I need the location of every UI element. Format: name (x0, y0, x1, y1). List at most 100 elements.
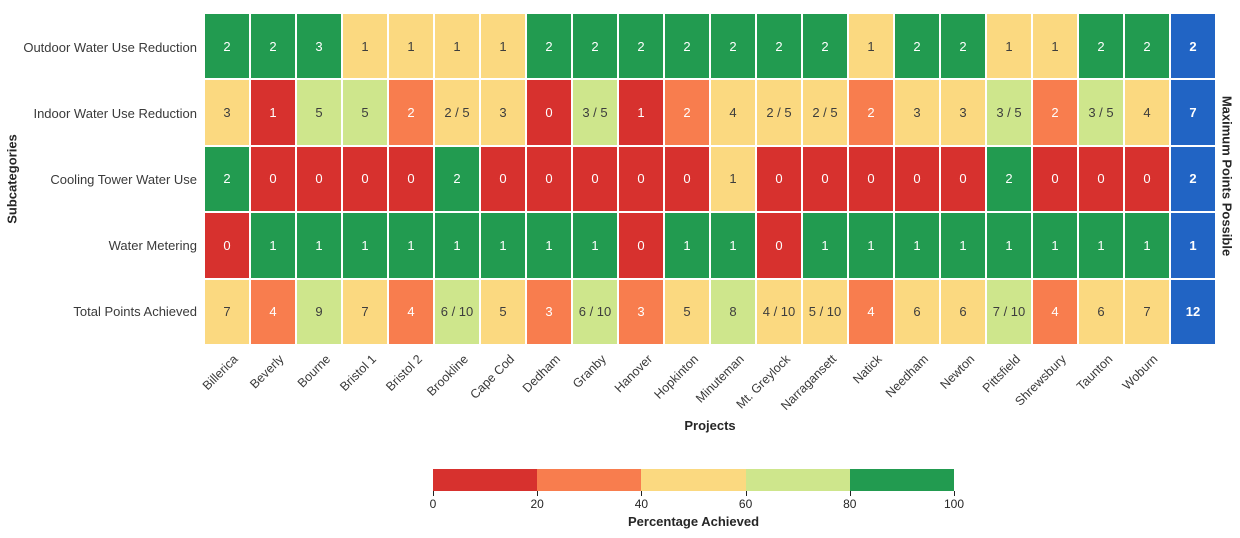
heatmap-cell: 1 (987, 213, 1031, 278)
heatmap-cell: 3 / 5 (573, 80, 617, 145)
heatmap-cell: 0 (481, 146, 525, 212)
colorbar-segment-green (849, 469, 955, 491)
heatmap-cell: 1 (987, 14, 1031, 79)
right-axis-title: Maximum Points Possible (1219, 95, 1235, 257)
colorbar-tick (537, 491, 539, 496)
heatmap-cell: 0 (573, 146, 617, 212)
heatmap-cell: 1 (711, 146, 755, 212)
colorbar-tick-label: 80 (843, 497, 857, 511)
colorbar-tick-label: 60 (738, 497, 753, 511)
heatmap-cell: 1 (1033, 14, 1077, 79)
heatmap-cell: 2 (987, 146, 1031, 212)
heatmap-cell: 1 (435, 213, 479, 278)
heatmap-cell: 0 (895, 146, 939, 212)
colorbar-tick-label: 40 (634, 497, 649, 511)
heatmap-cell: 0 (665, 146, 709, 212)
max-points-cell: 2 (1171, 146, 1215, 212)
subcategory-label: Water Metering (108, 237, 197, 253)
max-points-cell: 12 (1171, 279, 1215, 344)
heatmap-cell: 1 (251, 80, 295, 145)
heatmap-cell: 9 (297, 279, 341, 344)
heatmap-cell: 4 (389, 279, 433, 344)
heatmap-cell: 5 (297, 80, 341, 145)
heatmap-cell: 0 (1125, 146, 1169, 212)
heatmap-cell: 1 (849, 14, 893, 79)
heatmap-cell: 2 / 5 (803, 80, 847, 145)
heatmap-cell: 3 (297, 14, 341, 79)
colorbar-tick-label: 0 (429, 497, 437, 511)
subcategory-label: Cooling Tower Water Use (50, 171, 197, 187)
heatmap-cell: 6 (1079, 279, 1123, 344)
heatmap-cell: 7 (205, 279, 249, 344)
heatmap-cell: 2 (941, 14, 985, 79)
heatmap-cell: 3 (941, 80, 985, 145)
heatmap-cell: 2 (251, 14, 295, 79)
heatmap-cell: 3 (527, 279, 571, 344)
heatmap-cell: 1 (251, 213, 295, 278)
heatmap-cell: 0 (205, 213, 249, 278)
heatmap-cell: 2 (895, 14, 939, 79)
heatmap-cell: 0 (527, 146, 571, 212)
heatmap-cell: 2 / 5 (757, 80, 801, 145)
colorbar-title: Percentage Achieved (627, 514, 760, 529)
heatmap-cell: 2 (665, 80, 709, 145)
heatmap-cell: 2 (205, 146, 249, 212)
heatmap-cell: 1 (527, 213, 571, 278)
heatmap-cell: 2 (803, 14, 847, 79)
heatmap-cell: 3 (205, 80, 249, 145)
heatmap-cell: 2 (573, 14, 617, 79)
heatmap-cell: 1 (1079, 213, 1123, 278)
heatmap-cell: 0 (1079, 146, 1123, 212)
subcategory-label: Outdoor Water Use Reduction (23, 39, 197, 55)
max-points-cell: 7 (1171, 80, 1215, 145)
colorbar-segment-red (433, 469, 538, 491)
heatmap-cell: 5 (665, 279, 709, 344)
heatmap-cell: 1 (573, 213, 617, 278)
colorbar-tick (954, 491, 955, 496)
heatmap-cell: 3 (619, 279, 663, 344)
heatmap-cell: 3 (895, 80, 939, 145)
heatmap-cell: 4 (251, 279, 295, 344)
heatmap-cell: 0 (297, 146, 341, 212)
x-axis-title: Projects (684, 418, 736, 433)
heatmap-cell: 1 (941, 213, 985, 278)
heatmap-cell: 0 (527, 80, 571, 145)
heatmap-cell: 1 (389, 213, 433, 278)
heatmap-cell: 2 (849, 80, 893, 145)
heatmap-cell: 5 / 10 (803, 279, 847, 344)
colorbar-tick (745, 491, 747, 496)
heatmap-cell: 2 (1033, 80, 1077, 145)
heatmap-cell: 4 (1125, 80, 1169, 145)
heatmap-cell: 0 (757, 213, 801, 278)
heatmap-cell: 2 (389, 80, 433, 145)
heatmap-cell: 6 / 10 (573, 279, 617, 344)
max-points-cell: 2 (1171, 14, 1215, 79)
subcategory-label: Indoor Water Use Reduction (33, 105, 197, 121)
heatmap-cell: 1 (481, 14, 525, 79)
heatmap-cell: 4 (711, 80, 755, 145)
heatmap-cell: 5 (343, 80, 387, 145)
heatmap-cell: 7 (343, 279, 387, 344)
heatmap-cell: 3 / 5 (987, 80, 1031, 145)
colorbar-tick-label: 100 (943, 497, 965, 511)
heatmap-cell: 0 (849, 146, 893, 212)
colorbar-tick (849, 491, 851, 496)
heatmap-cell: 0 (1033, 146, 1077, 212)
heatmap-cell: 3 (481, 80, 525, 145)
row-labels: Outdoor Water Use Reduction Indoor Water … (0, 14, 197, 344)
max-points-cell: 1 (1171, 213, 1215, 278)
heatmap-cell: 0 (619, 146, 663, 212)
heatmap-cell: 0 (343, 146, 387, 212)
heatmap-cell: 6 (895, 279, 939, 344)
colorbar-segment-orange (537, 469, 642, 491)
heatmap-cell: 1 (895, 213, 939, 278)
heatmap-cell: 4 (849, 279, 893, 344)
heatmap-cell: 1 (435, 14, 479, 79)
heatmap-cell: 4 (1033, 279, 1077, 344)
heatmap-cell: 1 (481, 213, 525, 278)
heatmap-cell: 6 (941, 279, 985, 344)
heatmap-cell: 0 (803, 146, 847, 212)
heatmap-cell: 2 (205, 14, 249, 79)
